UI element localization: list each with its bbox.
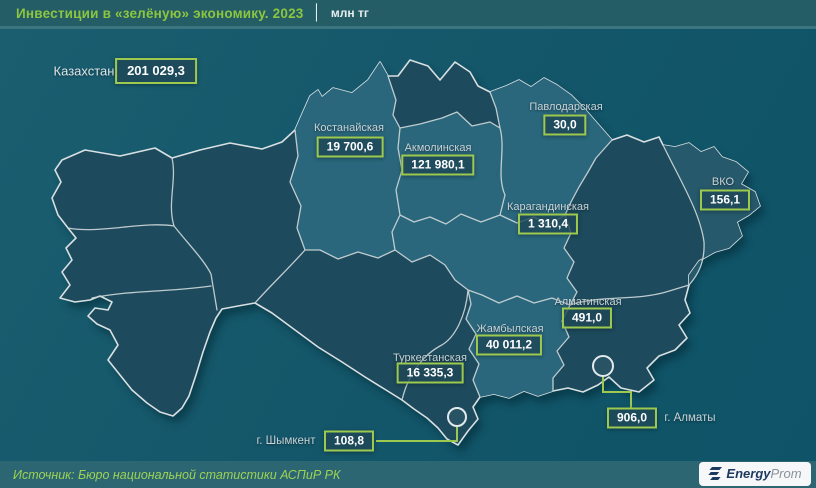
almaty-city-marker (592, 355, 614, 377)
region-value-karaganda: 1 310,4 (517, 213, 579, 235)
city-value-shymkent: 108,8 (323, 430, 375, 452)
region-label-zhambyl: Жамбылская (476, 323, 544, 335)
region-vko-shape (663, 143, 760, 285)
region-value-zhambyl: 40 011,2 (475, 334, 543, 356)
country-label: Казахстан (53, 63, 115, 79)
footer: Источник: Бюро национальной статистики А… (0, 461, 816, 488)
logo-text-light: Prom (770, 466, 802, 481)
city-label-shymkent: г. Шымкент (256, 435, 316, 447)
city-label-almaty: г. Алматы (664, 412, 716, 424)
unit-label: млн тг (330, 6, 369, 20)
country-value-box: 201 029,3 (115, 58, 197, 84)
region-value-akmola: 121 980,1 (401, 154, 475, 176)
region-kostanay-shape (290, 62, 402, 259)
title-separator: │ (312, 3, 322, 21)
almaty-connector-line (602, 376, 632, 408)
region-label-pavlodar: Павлодарская (529, 101, 603, 113)
region-label-turkestan: Туркестанская (393, 352, 467, 364)
region-label-karaganda: Карагандинская (507, 201, 589, 213)
region-value-vko: 156,1 (699, 189, 751, 211)
source-note: Источник: Бюро национальной статистики А… (13, 467, 341, 482)
shymkent-connector-line (376, 427, 458, 442)
energyprom-logo-icon (708, 467, 723, 480)
shymkent-city-marker (447, 407, 467, 427)
region-label-akmola: Акмолинская (404, 142, 472, 154)
region-value-almaty-region: 491,0 (561, 307, 613, 329)
city-value-almaty: 906,0 (606, 407, 658, 429)
region-label-vko: ВКО (711, 176, 735, 188)
header: Инвестиции в «зелёную» экономику. 2023 │… (0, 0, 816, 29)
region-value-kostanay: 19 700,6 (316, 136, 384, 158)
region-label-kostanay: Костанайская (313, 122, 385, 134)
region-karaganda-shape (392, 214, 577, 305)
region-value-turkestan: 16 335,3 (396, 362, 464, 384)
region-value-pavlodar: 30,0 (543, 114, 587, 136)
region-label-almaty-region: Алматинская (554, 296, 622, 308)
energyprom-logo: EnergyProm (699, 462, 811, 486)
logo-text-bold: Energy (726, 466, 771, 481)
page-title: Инвестиции в «зелёную» экономику. 2023 (16, 5, 304, 21)
